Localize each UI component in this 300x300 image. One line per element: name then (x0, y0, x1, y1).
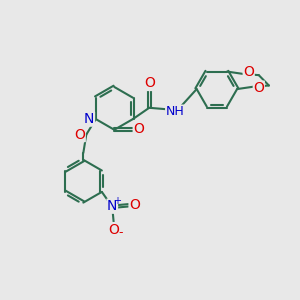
Text: O: O (129, 198, 140, 212)
Text: -: - (118, 226, 122, 238)
Text: O: O (243, 65, 254, 80)
Text: N: N (84, 112, 94, 126)
Text: +: + (113, 196, 121, 206)
Text: N: N (107, 199, 117, 213)
Text: O: O (74, 128, 85, 142)
Text: O: O (253, 81, 264, 95)
Text: O: O (144, 76, 155, 90)
Text: O: O (108, 223, 119, 237)
Text: NH: NH (166, 105, 184, 118)
Text: O: O (133, 122, 144, 136)
